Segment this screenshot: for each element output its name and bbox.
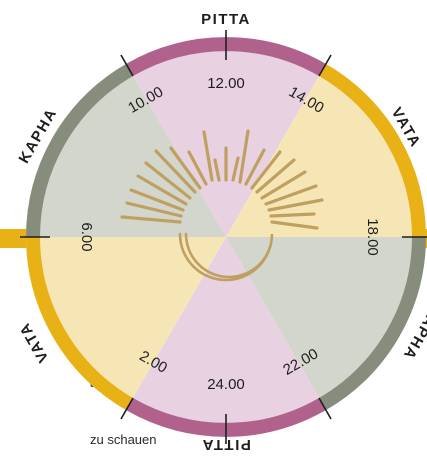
sector-pitta-night (126, 237, 326, 437)
label-vata-left: VATA (16, 319, 52, 365)
tick-14 (318, 54, 332, 77)
tick-marks (20, 30, 427, 444)
label-pitta-bottom: PITTA (201, 436, 251, 453)
ring-kapha-left (26, 63, 134, 238)
tick-10 (120, 54, 134, 77)
time-12: 12.00 (207, 75, 245, 92)
label-pitta-top: PITTA (201, 11, 251, 28)
ring-vata-left (26, 236, 134, 411)
ring-vata-right (318, 63, 426, 238)
sector-pitta-day (126, 37, 326, 237)
body-text-fragment-2: zu schauen (90, 432, 157, 447)
sun-moon-icon (120, 129, 324, 282)
tick-22 (318, 397, 332, 420)
moon-crescent (178, 232, 274, 282)
time-6: 6.00 (78, 222, 95, 251)
time-24: 24.00 (207, 376, 245, 393)
sun-rays (120, 129, 324, 230)
time-18: 18.00 (364, 218, 381, 256)
ring-kapha-right (318, 236, 426, 411)
tick-2 (120, 397, 134, 420)
